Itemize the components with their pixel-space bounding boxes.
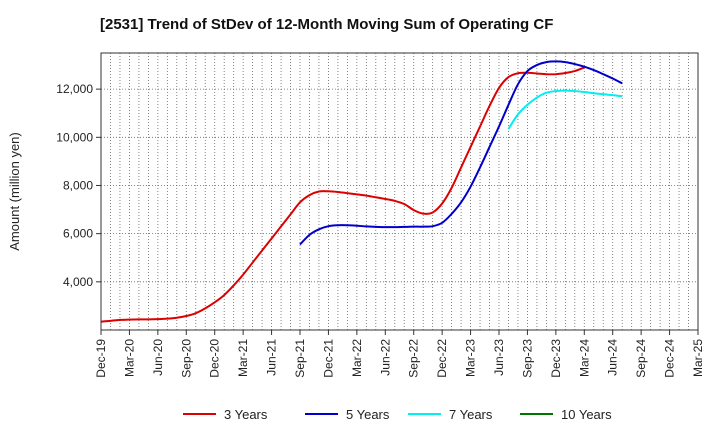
plot-area	[101, 53, 698, 330]
x-tick-label: Mar-21	[236, 339, 250, 377]
x-tick-label: Mar-20	[122, 339, 136, 377]
legend: 3 Years 5 Years 7 Years 10 Years	[183, 407, 612, 422]
series-line-5-years	[299, 60, 623, 246]
series-lines	[100, 60, 623, 323]
x-tick-label: Dec-22	[435, 339, 449, 378]
x-tick-label: Sep-22	[407, 339, 421, 378]
horizontal-gridlines	[101, 88, 698, 283]
x-tick-label: Sep-20	[179, 339, 193, 378]
x-tick-label: Mar-24	[577, 339, 591, 377]
x-tick-label: Dec-24	[663, 339, 677, 378]
y-axis-label: Amount (million yen)	[7, 132, 22, 251]
x-tick-label: Mar-23	[464, 339, 478, 377]
chart-title: [2531] Trend of StDev of 12-Month Moving…	[100, 16, 553, 33]
x-tick-label: Dec-20	[208, 339, 222, 378]
series-line-3-years	[100, 66, 585, 323]
plot-border	[100, 52, 699, 331]
series-line-7-years	[507, 89, 623, 130]
x-tick-label: Dec-21	[321, 339, 335, 378]
y-tick-label: 6,000	[63, 227, 93, 241]
x-tick-label: Sep-24	[634, 339, 648, 378]
x-tick-label: Dec-19	[94, 339, 108, 378]
y-tick-label: 12,000	[56, 82, 93, 96]
x-tick-label: Dec-23	[549, 339, 563, 378]
x-tick-label: Sep-21	[293, 339, 307, 378]
y-tick-label: 10,000	[56, 130, 93, 144]
x-axis-ticks: Dec-19 Mar-20 Jun-20 Sep-20 Dec-20 Mar-21 Jun-…	[94, 330, 705, 378]
legend-label-7-years: 7 Years	[449, 407, 493, 422]
x-tick-label: Jun-24	[606, 339, 620, 376]
legend-label-5-years: 5 Years	[346, 407, 390, 422]
x-tick-label: Mar-25	[691, 339, 705, 377]
x-tick-label: Jun-22	[378, 339, 392, 376]
legend-label-10-years: 10 Years	[561, 407, 612, 422]
x-tick-label: Sep-23	[520, 339, 534, 378]
x-tick-label: Jun-20	[151, 339, 165, 376]
y-tick-label: 4,000	[63, 275, 93, 289]
y-tick-label: 8,000	[63, 178, 93, 192]
x-tick-label: Jun-21	[265, 339, 279, 376]
legend-label-3-years: 3 Years	[224, 407, 268, 422]
y-axis-ticks: 4,000 6,000 8,000 10,000 12,000	[56, 82, 101, 289]
x-tick-label: Jun-23	[492, 339, 506, 376]
x-tick-label: Mar-22	[350, 339, 364, 377]
